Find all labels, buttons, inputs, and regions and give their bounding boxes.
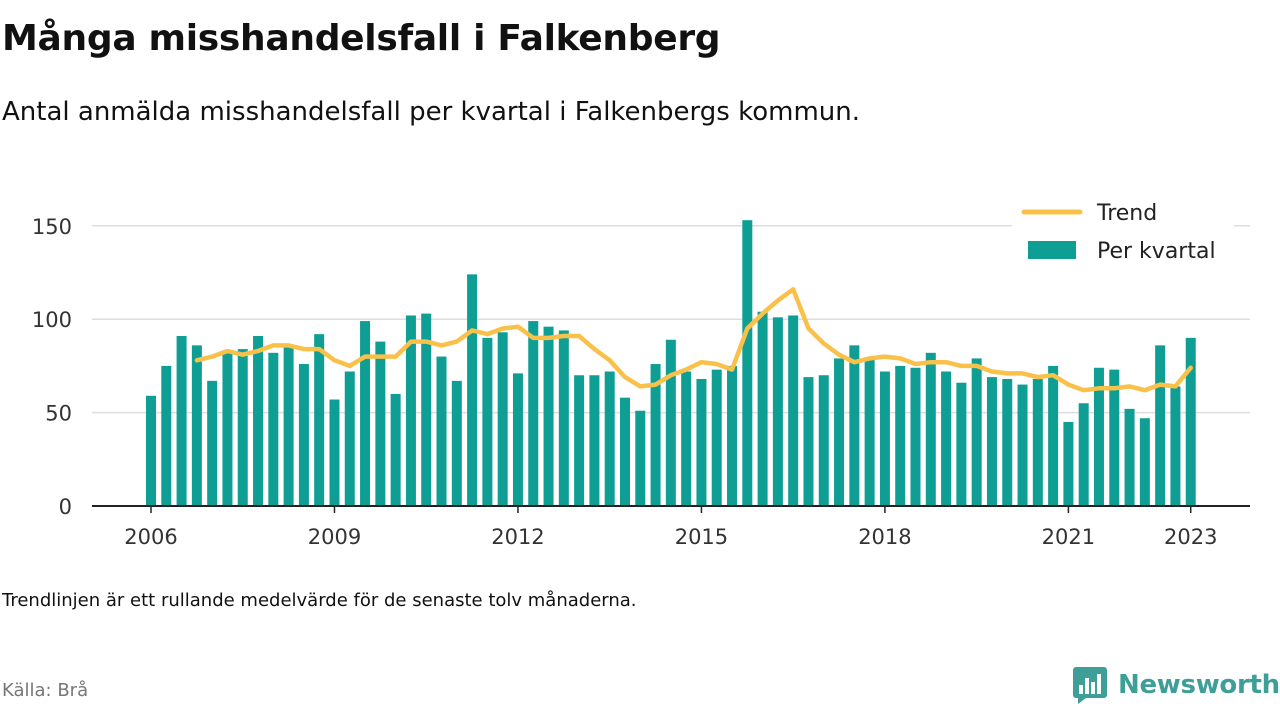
- x-tick-label: 2006: [124, 525, 177, 549]
- bar: [665, 339, 676, 506]
- bar: [589, 375, 600, 506]
- page-title: Många misshandelsfall i Falkenberg: [2, 18, 721, 59]
- x-tick-label: 2012: [491, 525, 544, 549]
- bar: [803, 377, 814, 506]
- bar: [467, 274, 478, 506]
- bar: [543, 326, 554, 506]
- bar: [895, 365, 906, 506]
- trend-line-group: [194, 287, 1193, 393]
- bar: [696, 378, 707, 506]
- y-tick-label: 100: [32, 308, 72, 332]
- y-tick-label: 150: [32, 215, 72, 239]
- bar: [1155, 345, 1166, 506]
- bar: [405, 315, 416, 506]
- bar: [941, 371, 952, 506]
- bar: [574, 375, 585, 506]
- bar: [925, 352, 936, 506]
- x-tick-label: 2009: [308, 525, 361, 549]
- bar: [619, 397, 630, 506]
- bar: [329, 399, 340, 506]
- bar: [482, 337, 493, 506]
- bar: [161, 365, 172, 506]
- bar: [956, 382, 967, 506]
- bar: [176, 336, 187, 506]
- bar: [253, 336, 264, 506]
- bar: [772, 317, 783, 506]
- bar: [360, 321, 371, 506]
- bar: [1109, 369, 1120, 506]
- bar: [375, 341, 386, 506]
- bar-line-chart: 0 50 100 150 2006 2009 2012 2015 2018 2021 2023 T…: [31, 195, 1250, 549]
- bar: [742, 220, 753, 507]
- bar: [1170, 386, 1181, 506]
- trend-line: [194, 287, 1193, 393]
- bar: [390, 393, 401, 506]
- bar: [604, 371, 615, 506]
- legend-background: [1012, 195, 1234, 275]
- bar: [818, 375, 829, 506]
- bar: [971, 358, 982, 506]
- y-tick-label: 50: [45, 402, 72, 426]
- bar: [314, 334, 325, 506]
- bar: [421, 313, 432, 506]
- bars-per-kvartal: [146, 220, 1196, 507]
- bar: [1093, 367, 1104, 506]
- bar: [1124, 408, 1135, 506]
- bar: [558, 330, 569, 506]
- bar: [986, 377, 997, 506]
- bar: [1185, 337, 1196, 506]
- bar: [1017, 384, 1028, 506]
- bar: [222, 352, 233, 506]
- bar: [283, 345, 294, 506]
- bar: [681, 371, 692, 506]
- trend-footnote: Trendlinjen är ett rullande medelvärde f…: [2, 590, 637, 611]
- bar: [298, 364, 309, 506]
- page-subtitle: Antal anmälda misshandelsfall per kvarta…: [2, 97, 860, 127]
- bar: [191, 345, 202, 506]
- bar: [1063, 421, 1074, 506]
- x-tick-label: 2015: [675, 525, 728, 549]
- bar: [727, 365, 738, 506]
- bar: [512, 373, 523, 506]
- newsworthy-logo[interactable]: Newsworthy: [1072, 665, 1280, 705]
- bar: [1078, 403, 1089, 506]
- bar: [849, 345, 860, 506]
- y-tick-label: 0: [59, 495, 72, 519]
- bar: [834, 358, 845, 506]
- bar: [864, 358, 875, 506]
- bar: [344, 371, 355, 506]
- x-axis: 2006 2009 2012 2015 2018 2021 2023: [92, 505, 1250, 549]
- bar: [146, 395, 156, 506]
- bar: [711, 369, 722, 506]
- x-tick-label: 2018: [858, 525, 911, 549]
- x-tick-label: 2021: [1042, 525, 1095, 549]
- bar: [1139, 418, 1150, 506]
- bar: [757, 311, 768, 506]
- bar: [1002, 378, 1013, 506]
- bar: [910, 367, 921, 506]
- legend: Trend Per kvartal: [1012, 195, 1234, 275]
- bar: [1032, 378, 1043, 506]
- bar: [497, 332, 508, 506]
- source-label: Källa: Brå: [2, 680, 89, 701]
- y-axis-labels: 0 50 100 150: [32, 215, 72, 519]
- legend-bar-label: Per kvartal: [1097, 239, 1216, 264]
- newsworthy-logo-icon: [1073, 667, 1107, 704]
- bar: [635, 410, 646, 506]
- bar: [451, 380, 462, 506]
- bar: [650, 364, 661, 506]
- bar: [207, 380, 218, 506]
- bar: [1048, 365, 1059, 506]
- bar: [879, 371, 890, 506]
- bar: [237, 349, 248, 506]
- legend-bar-swatch: [1028, 241, 1076, 259]
- legend-trend-label: Trend: [1096, 201, 1157, 226]
- bar: [436, 356, 447, 506]
- bar: [268, 352, 279, 506]
- brand-name: Newsworthy: [1118, 670, 1280, 700]
- bar: [528, 321, 539, 506]
- x-tick-label: 2023: [1164, 525, 1217, 549]
- bar: [788, 315, 799, 506]
